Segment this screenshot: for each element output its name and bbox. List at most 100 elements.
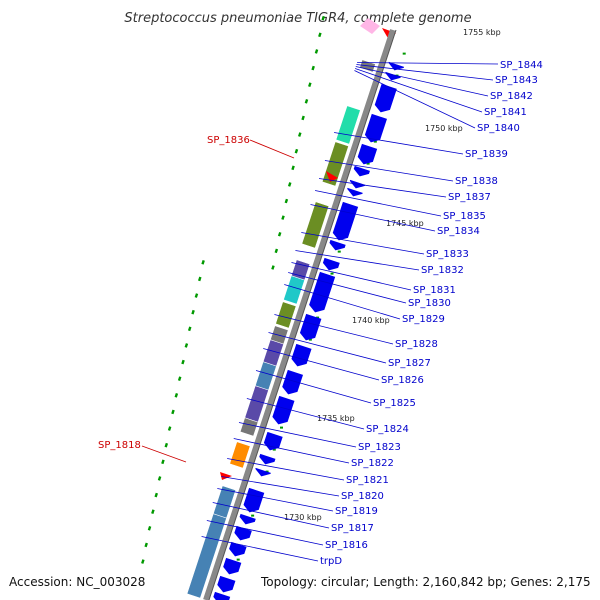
gc-dot — [272, 448, 276, 451]
leader-line — [310, 204, 436, 232]
gc-dot — [308, 82, 312, 87]
gene-label[interactable]: SP_1843 — [495, 75, 538, 86]
forward-gene-arrow — [364, 113, 388, 143]
label-leader-lines — [141, 62, 499, 562]
leader-line — [354, 70, 476, 129]
forward-gene-arrow — [357, 143, 378, 165]
gc-dot — [161, 459, 165, 465]
leader-line — [295, 250, 420, 271]
gene-labels-right: SP_1844 SP_1843 SP_1842 SP_1841 SP_1840 … — [320, 60, 543, 567]
forward-gene-arrow — [234, 525, 252, 541]
gc-dot — [167, 426, 172, 431]
gene-label[interactable]: SP_1816 — [325, 540, 368, 551]
leader-line — [354, 68, 483, 113]
gene-label-red[interactable]: SP_1836 — [207, 135, 250, 146]
gene-label[interactable]: SP_1828 — [395, 339, 438, 350]
gene-label[interactable]: SP_1841 — [484, 107, 527, 118]
kbp-label: 1750 kbp — [425, 124, 463, 133]
leader-line — [284, 284, 401, 320]
gc-dot — [291, 165, 295, 171]
accession-text: Accession: NC_003028 — [9, 575, 145, 589]
leader-line — [227, 458, 345, 481]
leader-line — [356, 64, 494, 81]
gc-dot — [147, 526, 152, 531]
leader-line — [255, 370, 372, 404]
reverse-gene-block — [186, 513, 227, 599]
gc-dot — [164, 442, 169, 448]
gene-label[interactable]: trpD — [320, 556, 342, 567]
kbp-label: 1755 kbp — [463, 28, 501, 37]
leader-line — [217, 488, 334, 512]
gene-label[interactable]: SP_1840 — [477, 123, 520, 134]
leader-line-red — [249, 139, 295, 159]
gc-dot — [154, 492, 158, 498]
gene-top-pink — [360, 18, 380, 34]
gene-label[interactable]: SP_1829 — [402, 314, 445, 325]
gene-label[interactable]: SP_1838 — [455, 176, 498, 187]
leader-line — [212, 502, 330, 529]
gene-label-red[interactable]: SP_1818 — [98, 440, 141, 451]
gc-dot — [181, 359, 185, 365]
leader-line — [301, 232, 425, 255]
gene-label[interactable]: SP_1821 — [346, 475, 389, 486]
reverse-gene-block — [335, 105, 361, 145]
gene-label[interactable]: SP_1830 — [408, 298, 451, 309]
gc-dot — [271, 265, 275, 270]
gene-label[interactable]: SP_1831 — [413, 285, 456, 296]
gene-label[interactable]: SP_1844 — [500, 60, 543, 71]
gene-label[interactable]: SP_1822 — [351, 458, 394, 469]
leader-line — [263, 348, 380, 381]
gc-dot — [314, 49, 319, 54]
gene-label[interactable]: SP_1835 — [443, 211, 486, 222]
topology-text: Topology: circular; Length: 2,160,842 bp… — [260, 575, 591, 589]
kbp-label: 1740 kbp — [352, 316, 390, 325]
gc-dot — [402, 52, 406, 55]
gene-label[interactable]: SP_1826 — [381, 375, 424, 386]
gene-label[interactable]: SP_1833 — [426, 249, 469, 260]
forward-gene-arrow — [347, 187, 363, 197]
kbp-scale: 1755 kbp 1750 kbp 1745 kbp 1740 kbp 1735… — [284, 28, 501, 522]
gc-dot — [277, 232, 282, 237]
forward-gene-arrow — [229, 541, 247, 557]
gc-dot — [187, 326, 192, 332]
gene-label[interactable]: SP_1839 — [465, 149, 508, 160]
gene-label[interactable]: SP_1842 — [490, 91, 533, 102]
reverse-gene-block — [229, 441, 251, 469]
forward-gene-arrow — [291, 343, 312, 367]
gc-dot — [311, 65, 315, 71]
gene-label[interactable]: SP_1834 — [437, 226, 480, 237]
gene-label[interactable]: SP_1823 — [358, 442, 401, 453]
gene-label[interactable]: SP_1820 — [341, 491, 384, 502]
gc-dot — [337, 250, 341, 253]
leader-line — [268, 332, 387, 364]
leader-line — [357, 62, 499, 65]
leader-line — [274, 314, 394, 345]
gene-label[interactable]: SP_1819 — [335, 506, 378, 517]
gene-label[interactable]: SP_1832 — [421, 265, 464, 276]
gc-dot — [198, 276, 202, 282]
gc-dot — [321, 15, 325, 21]
reverse-gene-block — [301, 201, 330, 249]
gc-dot — [151, 509, 155, 514]
gc-dot — [373, 140, 377, 143]
leader-line — [246, 398, 365, 430]
gene-label[interactable]: SP_1824 — [366, 424, 409, 435]
leader-line — [355, 66, 489, 97]
gc-dot — [141, 559, 145, 564]
map-title: Streptococcus pneumoniae TIGR4, complete… — [124, 11, 471, 26]
gc-dot — [171, 409, 175, 415]
gc-dot — [191, 309, 195, 315]
leader-line — [238, 422, 357, 448]
gc-dot — [177, 376, 182, 381]
forward-gene-arrow — [374, 83, 397, 113]
gene-label[interactable]: SP_1837 — [448, 192, 491, 203]
gene-label[interactable]: SP_1825 — [373, 398, 416, 409]
leader-line — [334, 132, 464, 155]
gene-label[interactable]: SP_1817 — [331, 523, 374, 534]
gc-dot — [287, 182, 292, 187]
gene-label[interactable]: SP_1827 — [388, 358, 431, 369]
gc-dot — [330, 272, 334, 275]
leader-line — [324, 160, 454, 182]
gc-dot — [279, 426, 283, 429]
